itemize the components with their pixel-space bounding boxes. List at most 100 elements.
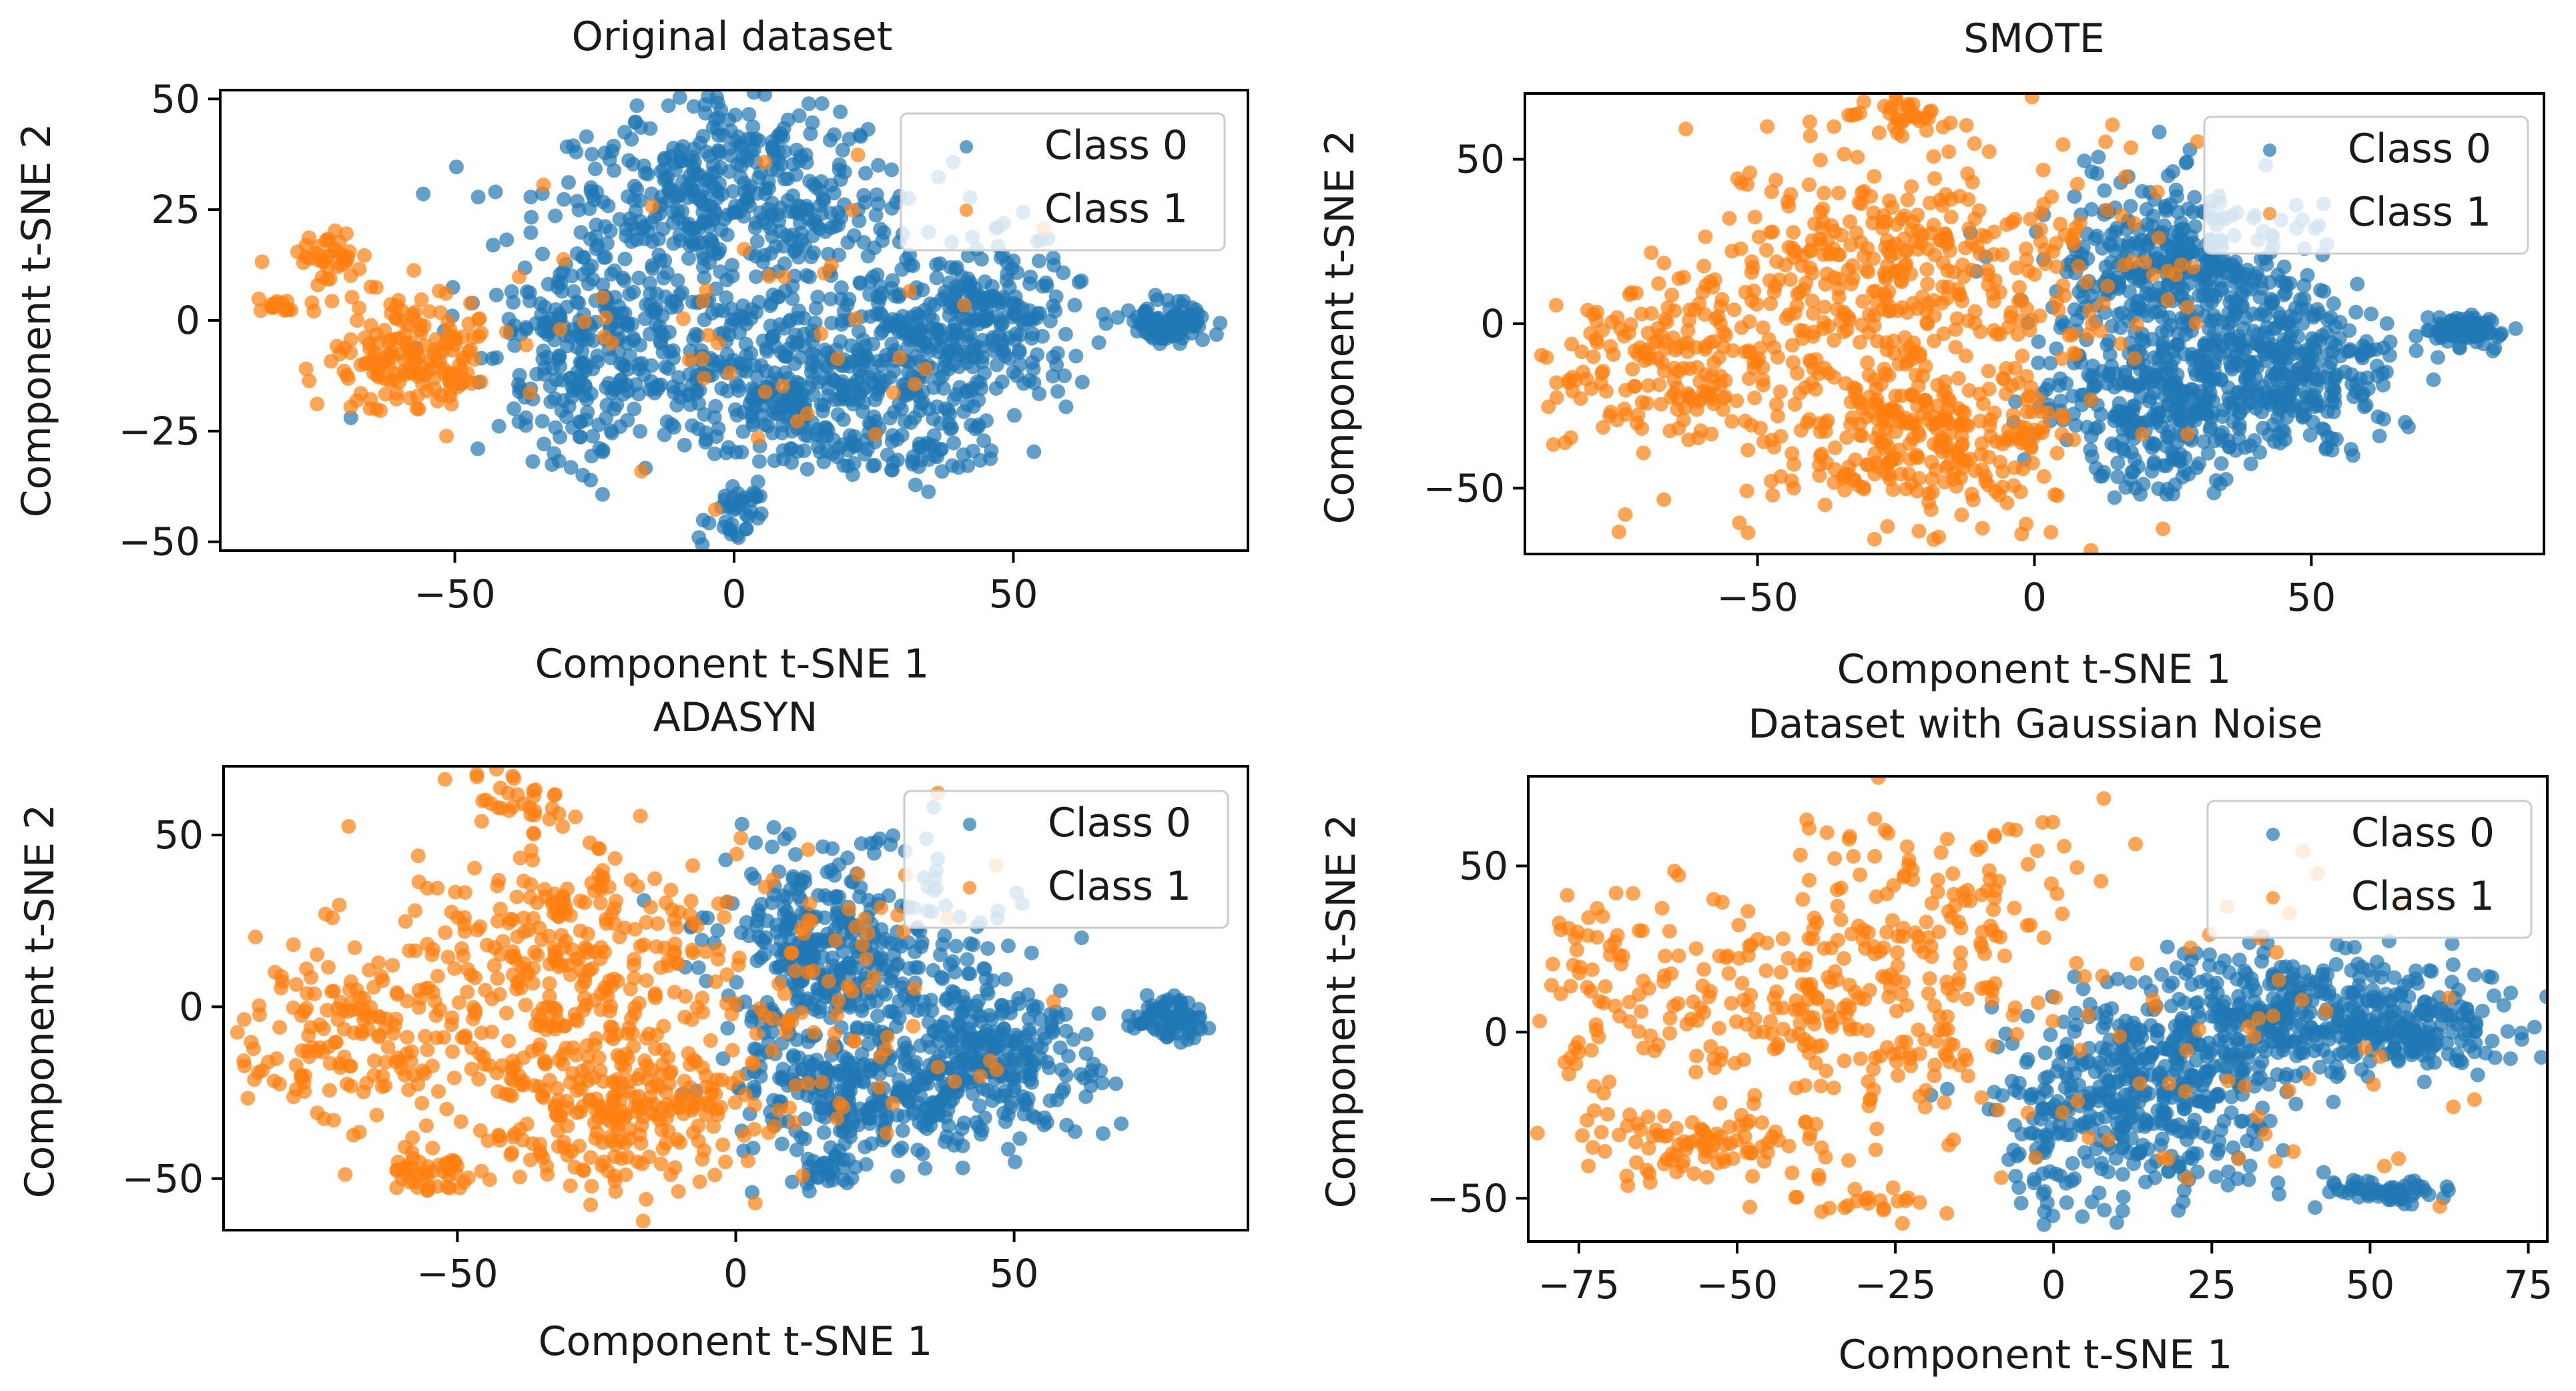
scatter-point bbox=[707, 502, 723, 517]
scatter-point bbox=[267, 299, 282, 314]
scatter-point bbox=[1656, 492, 1672, 507]
scatter-point bbox=[2098, 134, 2114, 150]
scatter-point bbox=[2161, 430, 2176, 445]
scatter-point bbox=[1114, 1116, 1129, 1131]
scatter-point bbox=[1636, 445, 1651, 461]
scatter-point bbox=[1133, 316, 1148, 332]
y-tick-label: 25 bbox=[151, 187, 200, 232]
scatter-point bbox=[823, 291, 838, 306]
scatter-point bbox=[1680, 335, 1695, 350]
scatter-point bbox=[2202, 390, 2217, 405]
scatter-point bbox=[787, 1063, 802, 1079]
scatter-point bbox=[1880, 519, 1895, 534]
scatter-point bbox=[1926, 532, 1941, 547]
scatter-point bbox=[1195, 332, 1210, 347]
scatter-point bbox=[2319, 440, 2334, 455]
scatter-point bbox=[2202, 252, 2217, 267]
scatter-point bbox=[489, 288, 504, 302]
scatter-point bbox=[885, 312, 900, 327]
scatter-point bbox=[2134, 332, 2150, 348]
scatter-point bbox=[645, 234, 660, 249]
scatter-point bbox=[987, 1085, 1002, 1101]
scatter-point bbox=[548, 420, 563, 435]
scatter-point bbox=[444, 374, 459, 389]
scatter-point bbox=[2040, 405, 2055, 421]
scatter-point bbox=[1877, 99, 1892, 113]
scatter-point bbox=[852, 346, 866, 362]
scatter-point bbox=[2286, 383, 2300, 398]
scatter-point bbox=[2379, 316, 2394, 331]
scatter-point bbox=[634, 356, 649, 371]
scatter-point bbox=[813, 1107, 828, 1123]
scatter-point bbox=[1042, 314, 1058, 328]
scatter-point bbox=[296, 255, 311, 270]
scatter-point bbox=[791, 250, 806, 265]
scatter-point bbox=[2202, 374, 2217, 389]
scatter-point bbox=[344, 290, 360, 305]
scatter-point bbox=[1763, 225, 1779, 240]
scatter-point bbox=[1596, 364, 1610, 379]
scatter-point bbox=[830, 407, 846, 422]
x-tick-label: 50 bbox=[989, 571, 1038, 617]
scatter-point bbox=[1803, 128, 1818, 144]
scatter-point bbox=[729, 445, 743, 460]
scatter-point bbox=[1641, 378, 1656, 393]
scatter-point bbox=[1050, 384, 1066, 399]
scatter-point bbox=[1919, 123, 1934, 138]
scatter-point bbox=[2165, 164, 2180, 179]
scatter-point bbox=[1057, 368, 1072, 383]
scatter-point bbox=[363, 392, 378, 407]
scatter-point bbox=[2043, 525, 2059, 540]
scatter-point bbox=[802, 269, 817, 284]
scatter-point bbox=[1961, 383, 1977, 398]
scatter-point bbox=[2132, 237, 2147, 252]
scatter-point bbox=[2474, 320, 2489, 336]
scatter-point bbox=[801, 96, 816, 111]
scatter-point bbox=[781, 826, 797, 842]
scatter-point bbox=[1783, 272, 1798, 287]
scatter-point bbox=[968, 421, 983, 437]
scatter-point bbox=[726, 503, 741, 518]
scatter-point bbox=[843, 1129, 858, 1145]
scatter-point bbox=[1955, 437, 1970, 452]
scatter-point bbox=[1797, 282, 1811, 297]
scatter-point bbox=[755, 212, 771, 227]
scatter-point bbox=[691, 960, 706, 975]
scatter-point bbox=[854, 836, 869, 851]
scatter-point bbox=[886, 385, 901, 400]
scatter-point bbox=[2215, 425, 2230, 440]
scatter-point bbox=[1032, 1050, 1048, 1065]
scatter-point bbox=[661, 361, 676, 376]
scatter-point bbox=[1981, 363, 1996, 378]
scatter-point bbox=[2127, 216, 2142, 231]
scatter-point bbox=[1839, 430, 1855, 445]
scatter-point bbox=[803, 126, 818, 142]
scatter-point bbox=[1920, 276, 1935, 292]
scatter-point bbox=[871, 296, 886, 311]
scatter-point bbox=[826, 432, 841, 447]
scatter-point bbox=[2170, 204, 2186, 220]
scatter-point bbox=[1654, 327, 1668, 342]
scatter-point bbox=[1163, 316, 1178, 331]
scatter-point bbox=[1867, 308, 1882, 324]
scatter-point bbox=[1911, 523, 1927, 539]
scatter-point bbox=[320, 248, 336, 264]
scatter-point bbox=[2222, 331, 2238, 346]
scatter-point bbox=[941, 1118, 956, 1133]
scatter-point bbox=[907, 376, 922, 392]
scatter-point bbox=[887, 404, 902, 420]
subplot-adasyn: ADASYN Component t-SNE 1 Component t-SNE… bbox=[17, 694, 1249, 1365]
scatter-point bbox=[980, 941, 996, 956]
scatter-point bbox=[2398, 414, 2413, 430]
scatter-point bbox=[1919, 315, 1935, 330]
scatter-point bbox=[388, 366, 403, 381]
scatter-point bbox=[968, 998, 984, 1013]
scatter-point bbox=[988, 380, 1004, 396]
scatter-point bbox=[694, 932, 709, 948]
scatter-point bbox=[895, 1123, 910, 1138]
scatter-point bbox=[1904, 477, 1919, 492]
scatter-point bbox=[623, 348, 637, 363]
scatter-point bbox=[2019, 404, 2035, 420]
scatter-point bbox=[1827, 332, 1842, 348]
